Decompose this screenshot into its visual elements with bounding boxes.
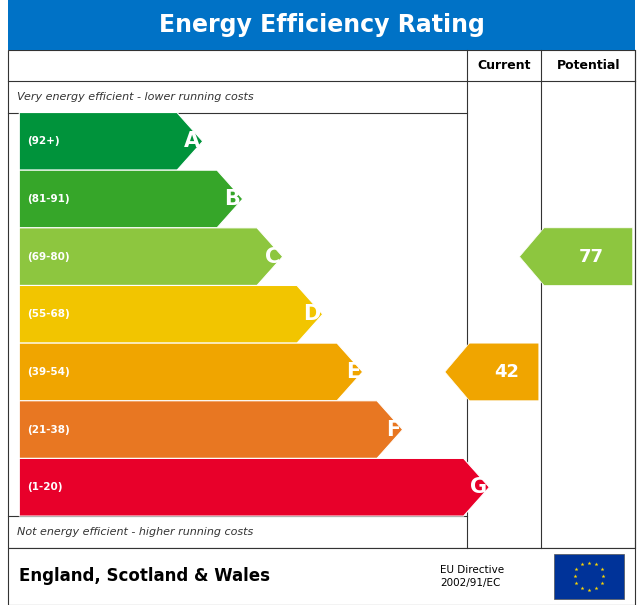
Polygon shape xyxy=(19,170,243,228)
Text: C: C xyxy=(265,247,280,267)
Polygon shape xyxy=(19,401,403,459)
Polygon shape xyxy=(19,459,489,516)
Polygon shape xyxy=(19,113,203,170)
Text: E: E xyxy=(346,362,360,382)
Text: EU Directive
2002/91/EC: EU Directive 2002/91/EC xyxy=(440,564,505,588)
Text: 77: 77 xyxy=(578,247,603,266)
Text: G: G xyxy=(469,477,487,497)
Polygon shape xyxy=(19,228,283,286)
Text: (81-91): (81-91) xyxy=(27,194,69,204)
Text: 42: 42 xyxy=(494,363,519,381)
Bar xyxy=(8,0,635,50)
Text: D: D xyxy=(303,304,320,324)
Text: (21-38): (21-38) xyxy=(27,425,69,434)
Text: Current: Current xyxy=(477,59,531,72)
Text: F: F xyxy=(386,420,400,440)
Polygon shape xyxy=(445,343,539,401)
Text: B: B xyxy=(224,189,240,209)
Text: (92+): (92+) xyxy=(27,136,60,146)
Polygon shape xyxy=(19,286,323,343)
Text: (69-80): (69-80) xyxy=(27,252,69,261)
Bar xyxy=(8,548,635,605)
Text: England, Scotland & Wales: England, Scotland & Wales xyxy=(19,567,270,585)
Bar xyxy=(554,554,624,599)
Polygon shape xyxy=(520,228,633,286)
Text: (1-20): (1-20) xyxy=(27,482,62,492)
Text: Not energy efficient - higher running costs: Not energy efficient - higher running co… xyxy=(17,527,253,537)
Text: (55-68): (55-68) xyxy=(27,309,69,319)
Text: (39-54): (39-54) xyxy=(27,367,69,377)
Text: Very energy efficient - lower running costs: Very energy efficient - lower running co… xyxy=(17,92,254,102)
Text: A: A xyxy=(184,131,200,151)
Polygon shape xyxy=(19,343,363,401)
Bar xyxy=(8,50,635,548)
Text: Potential: Potential xyxy=(557,59,620,72)
Text: Energy Efficiency Rating: Energy Efficiency Rating xyxy=(159,13,484,37)
